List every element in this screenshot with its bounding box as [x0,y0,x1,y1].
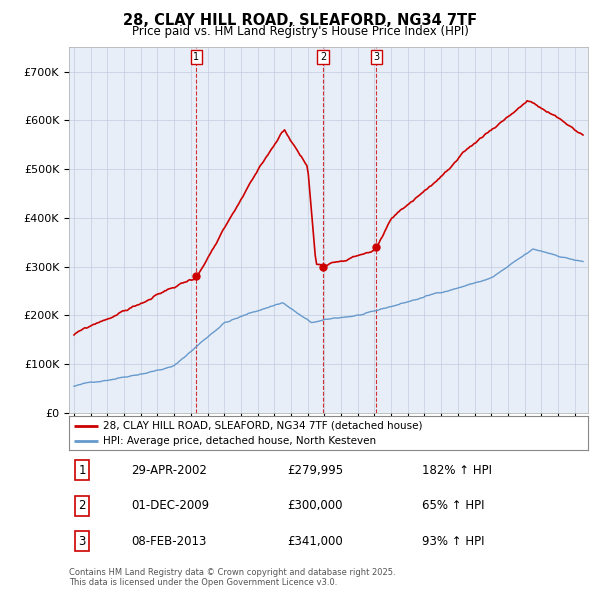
Text: Contains HM Land Registry data © Crown copyright and database right 2025.
This d: Contains HM Land Registry data © Crown c… [69,568,395,587]
Text: £279,995: £279,995 [287,464,343,477]
Text: 3: 3 [78,535,86,548]
Text: 93% ↑ HPI: 93% ↑ HPI [422,535,484,548]
Text: 1: 1 [193,52,199,62]
Text: 01-DEC-2009: 01-DEC-2009 [131,499,209,512]
Text: Price paid vs. HM Land Registry's House Price Index (HPI): Price paid vs. HM Land Registry's House … [131,25,469,38]
Text: 28, CLAY HILL ROAD, SLEAFORD, NG34 7TF (detached house): 28, CLAY HILL ROAD, SLEAFORD, NG34 7TF (… [103,421,422,431]
Text: 3: 3 [373,52,379,62]
Text: 182% ↑ HPI: 182% ↑ HPI [422,464,492,477]
Text: £341,000: £341,000 [287,535,343,548]
Text: 29-APR-2002: 29-APR-2002 [131,464,207,477]
Text: 2: 2 [320,52,326,62]
Text: 65% ↑ HPI: 65% ↑ HPI [422,499,484,512]
Text: £300,000: £300,000 [287,499,343,512]
Text: HPI: Average price, detached house, North Kesteven: HPI: Average price, detached house, Nort… [103,435,376,445]
Text: 1: 1 [78,464,86,477]
Text: 28, CLAY HILL ROAD, SLEAFORD, NG34 7TF: 28, CLAY HILL ROAD, SLEAFORD, NG34 7TF [123,13,477,28]
Text: 08-FEB-2013: 08-FEB-2013 [131,535,206,548]
Text: 2: 2 [78,499,86,512]
